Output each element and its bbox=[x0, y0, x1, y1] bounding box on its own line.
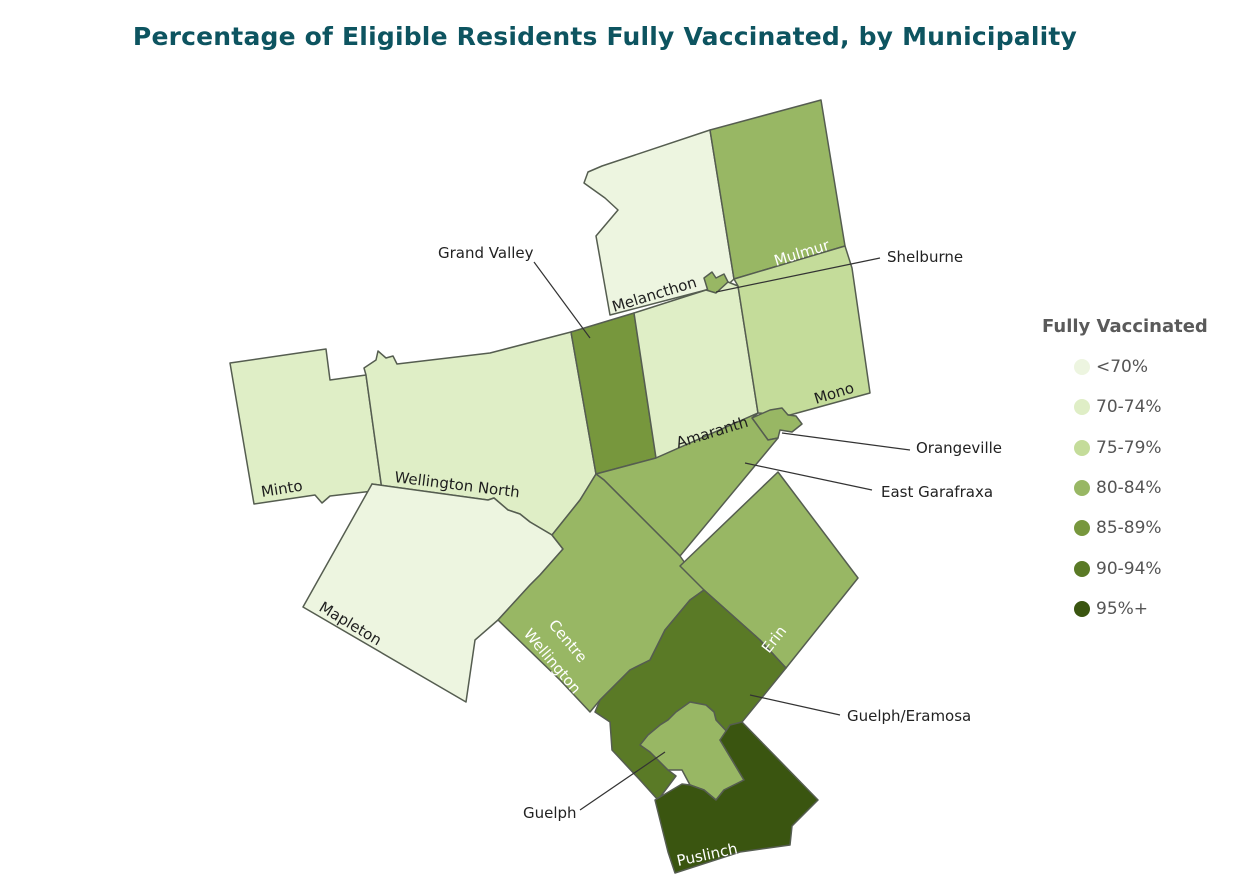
legend-swatch bbox=[1074, 600, 1090, 617]
legend-label: <70% bbox=[1096, 357, 1149, 378]
legend-item[interactable]: 95%+ bbox=[1042, 589, 1242, 629]
leader-guelph-eramosa bbox=[749, 694, 841, 716]
legend-label: 70-74% bbox=[1096, 397, 1162, 418]
legend-swatch bbox=[1074, 520, 1090, 537]
callout-guelph: Guelph bbox=[523, 804, 577, 822]
legend-swatch bbox=[1074, 480, 1090, 497]
legend-item[interactable]: 90-94% bbox=[1042, 548, 1242, 588]
legend-item[interactable]: 85-89% bbox=[1042, 508, 1242, 548]
leader-shelburne bbox=[715, 257, 881, 293]
legend-label: 80-84% bbox=[1096, 478, 1162, 499]
leader-east-garafraxa bbox=[744, 462, 873, 491]
legend-swatch bbox=[1074, 439, 1090, 456]
legend-swatch bbox=[1074, 560, 1090, 577]
legend-label: 85-89% bbox=[1096, 518, 1162, 539]
leader-guelph bbox=[579, 751, 666, 811]
region-minto[interactable] bbox=[229, 348, 383, 505]
callout-shelburne: Shelburne bbox=[887, 248, 963, 266]
leader-grand-valley bbox=[533, 261, 591, 339]
leader-orangeville bbox=[781, 432, 911, 451]
legend-item[interactable]: 75-79% bbox=[1042, 428, 1242, 468]
callout-guelph-eramosa: Guelph/Eramosa bbox=[847, 707, 971, 725]
legend-label: 75-79% bbox=[1096, 437, 1162, 458]
legend-item[interactable]: <70% bbox=[1042, 347, 1242, 387]
legend-item[interactable]: 80-84% bbox=[1042, 468, 1242, 508]
callout-grand-valley: Grand Valley bbox=[438, 244, 534, 262]
legend-title: Fully Vaccinated bbox=[1042, 316, 1208, 337]
legend-swatch bbox=[1074, 359, 1090, 376]
legend-items: <70% 70-74% 75-79% 80-84% 85-89% 90-94% … bbox=[1042, 347, 1242, 629]
map-title: Percentage of Eligible Residents Fully V… bbox=[132, 22, 1078, 51]
region-puslinch[interactable] bbox=[654, 721, 819, 874]
legend-swatch bbox=[1074, 399, 1090, 416]
legend-label: 90-94% bbox=[1096, 558, 1162, 579]
callout-orangeville: Orangeville bbox=[916, 439, 1002, 457]
callout-east-garafraxa: East Garafraxa bbox=[881, 483, 993, 501]
legend-label: 95%+ bbox=[1096, 598, 1149, 619]
legend: Fully Vaccinated <70% 70-74% 75-79% 80-8… bbox=[1042, 316, 1242, 629]
legend-item[interactable]: 70-74% bbox=[1042, 387, 1242, 427]
